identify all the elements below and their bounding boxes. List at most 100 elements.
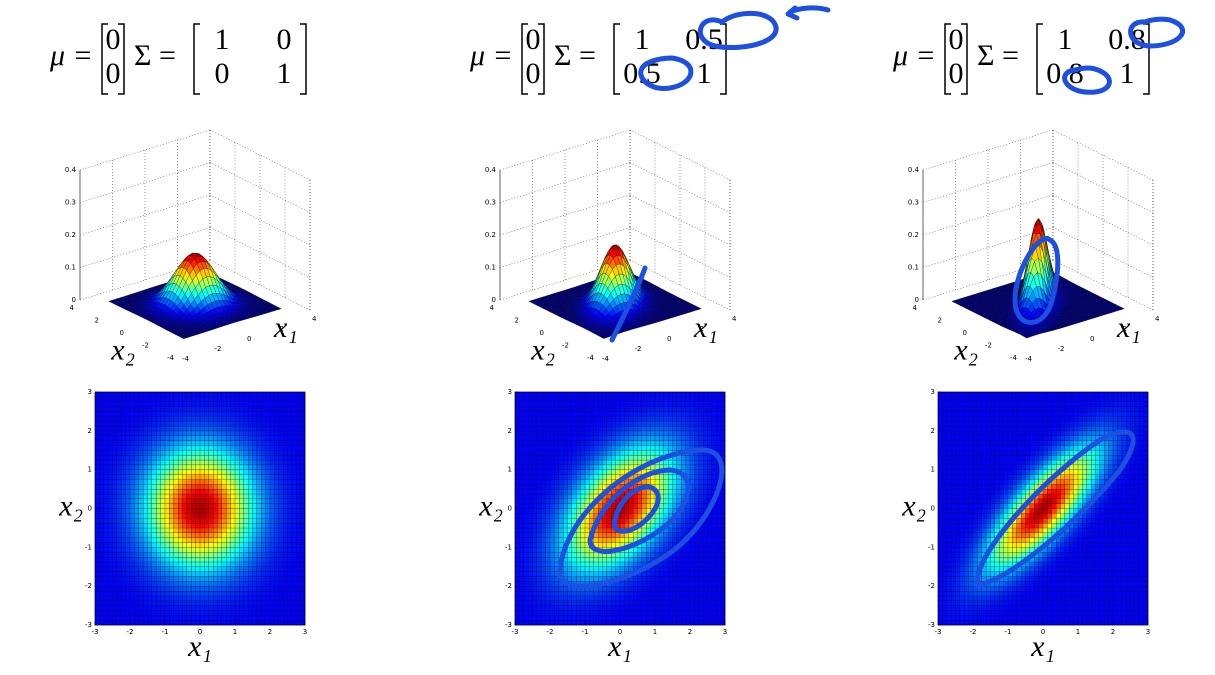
heat-cell	[156, 493, 161, 500]
heat-cell	[143, 421, 148, 427]
heat-cell	[536, 488, 542, 495]
heat-cell	[589, 459, 594, 466]
heat-cell	[147, 532, 153, 538]
heat-cell	[541, 576, 546, 582]
heat-cell	[160, 542, 166, 548]
heat-cell	[199, 469, 205, 475]
heat-cell	[519, 498, 524, 504]
heat-cell	[125, 522, 131, 529]
heat-cell	[287, 391, 293, 398]
heat-cell	[213, 416, 218, 422]
heat-cell	[112, 503, 118, 509]
heat-cell	[541, 459, 546, 466]
heat-cell	[195, 556, 201, 563]
heat-cell	[593, 508, 599, 514]
heat-cell	[265, 498, 271, 504]
heat-cell	[204, 518, 209, 524]
heat-cell	[580, 600, 586, 606]
heat-cell	[230, 484, 236, 490]
heat-cell	[160, 498, 166, 504]
heat-cell	[248, 430, 253, 436]
heat-cell	[116, 488, 122, 495]
heat-cell	[278, 406, 284, 412]
heat-cell	[173, 542, 179, 548]
heat-cell	[252, 576, 258, 582]
heat-cell	[230, 440, 236, 446]
heat-cell	[186, 406, 192, 412]
x2-tick-label: -2	[85, 582, 92, 590]
heat-cell	[558, 522, 564, 529]
heat-cell	[138, 454, 144, 461]
heat-cell	[532, 484, 538, 490]
heat-cell	[99, 590, 104, 597]
heat-cell	[134, 464, 139, 470]
heat-cell	[195, 610, 201, 616]
heat-cell	[151, 532, 157, 538]
heat-cell	[151, 401, 157, 407]
heat-cell	[615, 590, 621, 597]
heat-cell	[278, 411, 284, 417]
heat-cell	[221, 527, 227, 533]
z-tick-label: 0.4	[65, 166, 77, 174]
heat-cell	[248, 581, 253, 587]
heat-cell	[554, 552, 559, 558]
heat-cell	[269, 542, 275, 548]
heat-cell	[226, 610, 231, 616]
heat-cell	[252, 537, 258, 543]
heat-cell	[116, 450, 122, 456]
heat-cell	[164, 552, 170, 558]
heat-cell	[108, 391, 113, 398]
heat-cell	[519, 610, 524, 616]
heat-cell	[243, 600, 249, 606]
heat-cell	[173, 615, 179, 621]
heat-cell	[261, 571, 266, 577]
heat-cell	[545, 610, 551, 616]
heat-cell	[602, 532, 608, 538]
heat-cell	[134, 605, 139, 611]
heat-cell	[182, 518, 188, 524]
heat-cell	[519, 513, 524, 519]
heat-cell	[558, 469, 564, 475]
heat-cell	[178, 561, 183, 567]
heat-cell	[274, 484, 279, 490]
heat-cell	[514, 435, 520, 441]
heat-cell	[296, 391, 301, 398]
heat-cell	[545, 391, 551, 398]
heat-cell	[563, 508, 568, 514]
heat-cell	[178, 547, 183, 553]
heat-cell	[213, 527, 218, 533]
heat-cell	[602, 425, 608, 432]
heat-cell	[580, 454, 586, 461]
heat-cell	[191, 498, 196, 504]
heat-cell	[138, 518, 144, 524]
heat-cell	[169, 425, 174, 432]
heat-cell	[226, 391, 231, 398]
heat-cell	[186, 561, 192, 567]
heat-cell	[567, 605, 573, 611]
heat-cell	[283, 547, 288, 553]
heat-cell	[532, 416, 538, 422]
heat-cell	[296, 435, 301, 441]
heat-cell	[178, 450, 183, 456]
heat-cell	[129, 445, 135, 451]
heat-cell	[248, 542, 253, 548]
heat-cell	[269, 576, 275, 582]
heat-cell	[243, 484, 249, 490]
heat-cell	[523, 522, 529, 529]
heat-cell	[296, 406, 301, 412]
heat-cell	[514, 484, 520, 490]
heat-cell	[584, 416, 590, 422]
heat-cell	[567, 435, 573, 441]
heat-cell	[602, 454, 608, 461]
heat-cell	[545, 435, 551, 441]
heat-cell	[217, 416, 223, 422]
heat-cell	[243, 610, 249, 616]
heat-cell	[571, 493, 577, 500]
heat-cell	[103, 440, 109, 446]
heat-cell	[274, 600, 279, 606]
heat-cell	[296, 561, 301, 567]
heat-cell	[291, 503, 297, 509]
heat-cell	[261, 479, 266, 485]
heat-cell	[116, 391, 122, 398]
heat-cell	[291, 508, 297, 514]
